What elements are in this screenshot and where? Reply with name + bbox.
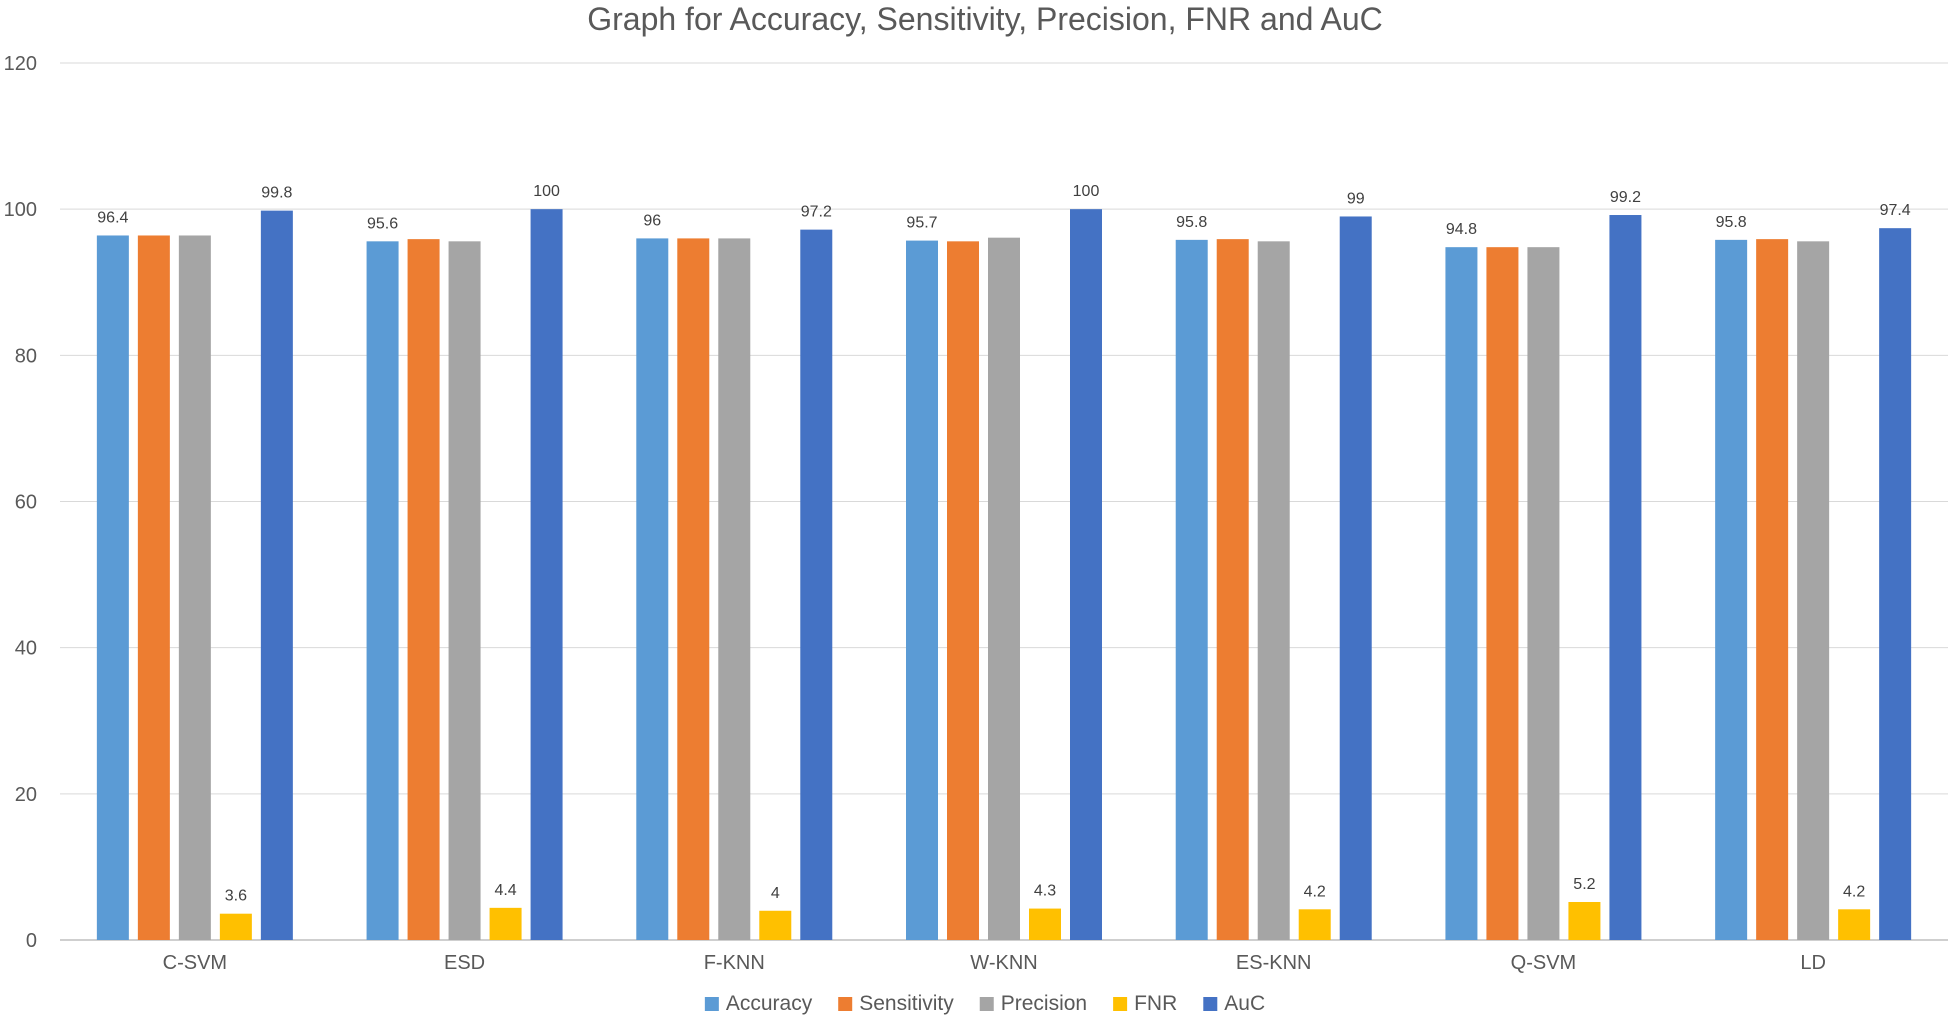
bar-sensitivity-esd bbox=[407, 239, 440, 940]
bar-accuracy-c-svm bbox=[96, 235, 129, 940]
legend-label-precision: Precision bbox=[1001, 992, 1087, 1015]
data-label: 100 bbox=[533, 183, 560, 200]
x-tick-label: F-KNN bbox=[704, 952, 765, 974]
bar-auc-ld bbox=[1879, 228, 1912, 940]
bar-precision-q-svm bbox=[1527, 247, 1560, 941]
bar-precision-c-svm bbox=[178, 235, 211, 940]
data-label: 95.6 bbox=[367, 215, 398, 232]
bar-sensitivity-w-knn bbox=[947, 241, 979, 940]
legend-label-sensitivity: Sensitivity bbox=[859, 992, 954, 1015]
data-label: 3.6 bbox=[225, 888, 247, 905]
bar-accuracy-ld bbox=[1715, 239, 1748, 940]
y-tick-label: 60 bbox=[15, 492, 37, 514]
y-tick-label: 120 bbox=[4, 53, 37, 75]
x-tick-label: LD bbox=[1800, 952, 1826, 974]
bar-sensitivity-es-knn bbox=[1216, 239, 1249, 940]
data-label: 4.2 bbox=[1843, 883, 1865, 900]
y-tick-label: 20 bbox=[15, 784, 37, 806]
legend: Accuracy Sensitivity Precision FNR AuC bbox=[704, 992, 1265, 1015]
data-label: 99.2 bbox=[1610, 189, 1641, 206]
y-tick-label: 100 bbox=[4, 199, 37, 221]
x-tick-label: ES-KNN bbox=[1236, 952, 1312, 974]
y-axis-ticks: 0 20 40 60 80 100 120 bbox=[4, 53, 37, 952]
data-label: 95.7 bbox=[906, 215, 937, 232]
bar-accuracy-f-knn bbox=[636, 238, 669, 940]
x-tick-label: W-KNN bbox=[970, 952, 1037, 974]
data-label: 94.8 bbox=[1446, 221, 1477, 238]
legend-label-fnr: FNR bbox=[1134, 992, 1177, 1015]
data-label: 97.2 bbox=[801, 204, 832, 221]
legend-swatch-precision bbox=[979, 997, 994, 1011]
x-tick-label: C-SVM bbox=[163, 952, 227, 974]
bar-sensitivity-ld bbox=[1756, 239, 1789, 940]
data-labels: 96.4 3.6 99.8 95.6 4.4 100 96 4 97.2 95.7 4.3 100 95… bbox=[97, 183, 1911, 905]
data-label: 99 bbox=[1347, 190, 1365, 207]
bar-auc-esd bbox=[530, 209, 563, 940]
y-tick-label: 0 bbox=[26, 930, 37, 952]
y-tick-label: 80 bbox=[15, 345, 37, 367]
bar-fnr-es-knn bbox=[1298, 909, 1331, 940]
data-label: 95.8 bbox=[1176, 214, 1207, 231]
bar-accuracy-q-svm bbox=[1445, 247, 1478, 941]
data-label: 4.3 bbox=[1034, 883, 1056, 900]
bar-auc-c-svm bbox=[260, 210, 293, 941]
bar-precision-ld bbox=[1797, 241, 1830, 940]
bar-precision-f-knn bbox=[718, 238, 751, 940]
data-label: 100 bbox=[1073, 183, 1100, 200]
bar-sensitivity-q-svm bbox=[1486, 247, 1519, 941]
data-label: 96 bbox=[643, 212, 661, 229]
x-axis-ticks: C-SVM ESD F-KNN W-KNN ES-KNN Q-SVM LD bbox=[163, 952, 1826, 974]
bar-sensitivity-f-knn bbox=[677, 238, 710, 940]
data-label: 95.8 bbox=[1716, 214, 1747, 231]
data-label: 96.4 bbox=[97, 209, 128, 226]
bar-auc-w-knn bbox=[1070, 209, 1102, 940]
y-tick-label: 40 bbox=[15, 638, 37, 660]
chart-title: Graph for Accuracy, Sensitivity, Precisi… bbox=[587, 1, 1383, 37]
legend-swatch-sensitivity bbox=[838, 997, 853, 1011]
legend-swatch-accuracy bbox=[704, 997, 719, 1011]
bar-accuracy-es-knn bbox=[1175, 239, 1208, 940]
bar-fnr-ld bbox=[1838, 909, 1871, 940]
bar-fnr-c-svm bbox=[219, 913, 252, 940]
bar-fnr-w-knn bbox=[1029, 908, 1061, 940]
bar-fnr-f-knn bbox=[759, 910, 792, 940]
bar-precision-esd bbox=[448, 241, 481, 940]
bar-auc-q-svm bbox=[1609, 215, 1642, 941]
legend-swatch-fnr bbox=[1113, 997, 1128, 1011]
data-label: 4 bbox=[771, 885, 780, 902]
legend-swatch-auc bbox=[1203, 997, 1218, 1011]
bar-sensitivity-c-svm bbox=[137, 235, 170, 940]
bar-auc-es-knn bbox=[1339, 216, 1372, 941]
bar-auc-f-knn bbox=[800, 229, 833, 940]
legend-label-accuracy: Accuracy bbox=[726, 992, 813, 1015]
bars bbox=[96, 209, 1912, 941]
bar-precision-es-knn bbox=[1257, 241, 1290, 940]
bar-accuracy-esd bbox=[366, 241, 399, 940]
legend-label-auc: AuC bbox=[1224, 992, 1265, 1015]
x-tick-label: ESD bbox=[444, 952, 485, 974]
bar-fnr-q-svm bbox=[1568, 901, 1601, 940]
data-label: 4.4 bbox=[494, 882, 516, 899]
bar-precision-w-knn bbox=[988, 237, 1020, 940]
data-label: 97.4 bbox=[1880, 202, 1911, 219]
data-label: 99.8 bbox=[261, 185, 292, 202]
data-label: 5.2 bbox=[1573, 876, 1595, 893]
x-tick-label: Q-SVM bbox=[1511, 952, 1577, 974]
bar-accuracy-w-knn bbox=[906, 240, 938, 940]
data-label: 4.2 bbox=[1304, 883, 1326, 900]
bar-fnr-esd bbox=[489, 907, 522, 940]
